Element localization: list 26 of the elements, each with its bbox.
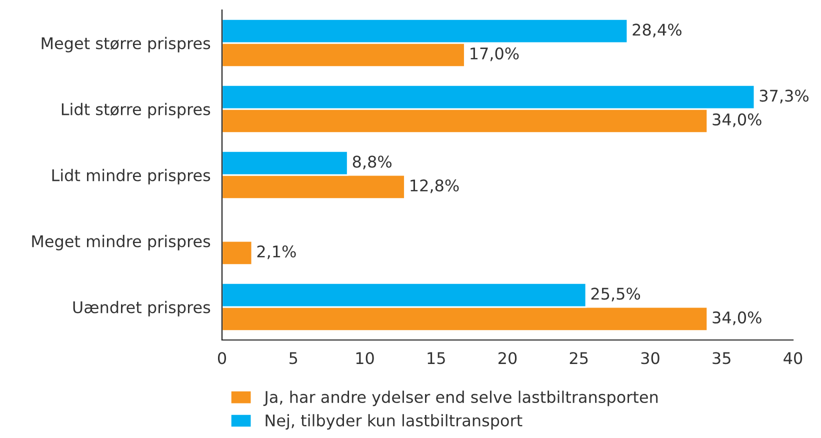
x-tick-label: 30 <box>641 352 660 364</box>
x-tick-label: 5 <box>290 352 298 364</box>
x-tick-label: 25 <box>570 352 588 364</box>
data-label: 17,0% <box>470 47 519 62</box>
legend-label: Nej, tilbyder kun lastbiltransport <box>266 414 522 430</box>
data-label: 34,0% <box>712 113 762 128</box>
x-tick-label: 20 <box>498 352 517 364</box>
legend-label: Ja, har andre ydelser end selve lastbiltransporten <box>263 390 658 406</box>
y-tick-label: Meget mindre prispres <box>32 234 210 250</box>
data-label: 37,3% <box>760 90 808 104</box>
data-label: 12,8% <box>410 179 459 194</box>
y-tick-label: Lidt større prispres <box>62 102 210 118</box>
x-tick-label: 15 <box>428 352 445 364</box>
y-tick-label: Lidt mindre prispres <box>52 168 210 184</box>
x-tick-label: 0 <box>218 352 226 364</box>
data-label: 8,8% <box>352 156 392 170</box>
y-tick-label: Meget større prispres <box>42 36 210 52</box>
data-label: 25,5% <box>591 288 640 302</box>
x-tick-label: 35 <box>712 352 730 364</box>
x-tick-label: 40 <box>784 352 802 364</box>
data-label: 2,1% <box>257 245 296 260</box>
y-tick-label: Uændret prispres <box>73 300 210 316</box>
data-label: 28,4% <box>632 24 682 38</box>
x-tick-label: 10 <box>356 352 374 364</box>
bar <box>222 240 253 266</box>
data-label: 34,0% <box>712 311 762 326</box>
